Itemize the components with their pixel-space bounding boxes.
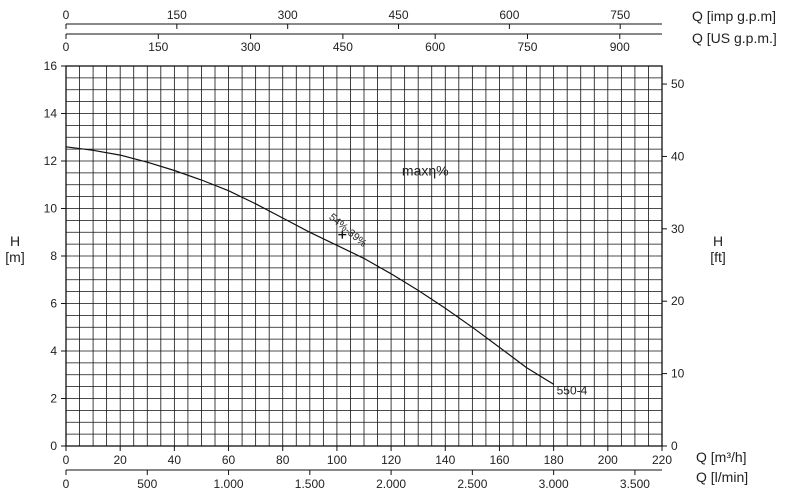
bottom-primary-tick-label: 80 (276, 453, 290, 467)
bottom-secondary-tick-label: 0 (63, 477, 70, 491)
top-outer-tick-label: 150 (167, 8, 187, 22)
right-tick-label: 0 (671, 439, 678, 453)
left-tick-label: 6 (50, 297, 57, 311)
grid (66, 66, 662, 446)
left-y-axis-label-line1: H (10, 233, 20, 249)
top-outer-tick-label: 0 (63, 8, 70, 22)
top-inner-tick-label: 300 (241, 40, 261, 54)
bottom-primary-tick-label: 100 (327, 453, 347, 467)
right-y-axis-label-line1: H (713, 233, 723, 249)
series-label-550-4: 550-4 (557, 383, 588, 397)
top-inner-tick-label: 750 (517, 40, 537, 54)
bottom-primary-tick-label: 220 (652, 453, 672, 467)
bottom-primary-tick-label: 180 (544, 453, 564, 467)
bottom-primary-tick-label: 140 (435, 453, 455, 467)
bottom-primary-tick-label: 0 (63, 453, 70, 467)
left-y-axis-label-line2: [m] (5, 249, 24, 265)
top-inner-axis-label: Q [US g.p.m.] (692, 30, 777, 46)
left-tick-label: 4 (50, 344, 57, 358)
left-tick-label: 0 (50, 439, 57, 453)
bottom-primary-tick-label: 200 (598, 453, 618, 467)
right-tick-label: 10 (671, 367, 685, 381)
left-tick-label: 16 (44, 59, 58, 73)
right-tick-label: 50 (671, 77, 685, 91)
right-tick-label: 30 (671, 222, 685, 236)
bottom-secondary-tick-label: 2.000 (376, 477, 406, 491)
bottom-primary-tick-label: 120 (381, 453, 401, 467)
left-y-ticks: 0 2 4 6 8 10 12 14 16 (44, 59, 66, 453)
bottom-primary-axis-label: Q [m³/h] (696, 449, 747, 465)
top-outer-ticks: 0 150 300 450 600 750 (63, 8, 631, 29)
top-inner-tick-label: 150 (148, 40, 168, 54)
bottom-primary-tick-label: 20 (114, 453, 128, 467)
right-y-axis-label-line2: [ft] (710, 249, 726, 265)
bottom-primary-ticks: 0 20 40 60 80 100 120 140 160 180 200 220 (63, 446, 672, 467)
right-y-ticks: 0 10 20 30 40 50 (662, 77, 685, 453)
left-tick-label: 10 (44, 202, 58, 216)
top-outer-axis-label: Q [imp g.p.m] (692, 8, 776, 24)
top-inner-ticks: 0 150 300 450 600 750 900 (63, 34, 630, 54)
bottom-secondary-tick-label: 2.500 (457, 477, 487, 491)
bottom-secondary-tick-label: 1.500 (295, 477, 325, 491)
bottom-secondary-axis-label: Q [l/min] (696, 469, 748, 485)
left-tick-label: 2 (50, 392, 57, 406)
left-tick-label: 14 (44, 107, 58, 121)
top-outer-tick-label: 600 (499, 8, 519, 22)
top-outer-tick-label: 750 (610, 8, 630, 22)
bottom-secondary-tick-label: 3.500 (620, 477, 650, 491)
bottom-secondary-tick-label: 500 (137, 477, 157, 491)
bottom-primary-tick-label: 160 (489, 453, 509, 467)
bottom-primary-tick-label: 60 (222, 453, 236, 467)
bottom-secondary-tick-label: 3.000 (539, 477, 569, 491)
top-inner-tick-label: 600 (425, 40, 445, 54)
right-tick-label: 20 (671, 294, 685, 308)
bottom-secondary-ticks: 0 500 1.000 1.500 2.000 2.500 3.000 3.500 (63, 470, 650, 491)
bottom-secondary-tick-label: 1.000 (214, 477, 244, 491)
top-outer-tick-label: 300 (278, 8, 298, 22)
annotation-max-eta: maxη% (402, 162, 449, 178)
right-tick-label: 40 (671, 149, 685, 163)
max-efficiency-marker (338, 230, 347, 239)
top-inner-tick-label: 900 (610, 40, 630, 54)
left-tick-label: 12 (44, 154, 58, 168)
top-inner-tick-label: 450 (333, 40, 353, 54)
top-inner-tick-label: 0 (63, 40, 70, 54)
left-tick-label: 8 (50, 249, 57, 263)
top-outer-tick-label: 450 (389, 8, 409, 22)
bottom-primary-tick-label: 40 (168, 453, 182, 467)
series-line-550-4 (65, 146, 554, 385)
